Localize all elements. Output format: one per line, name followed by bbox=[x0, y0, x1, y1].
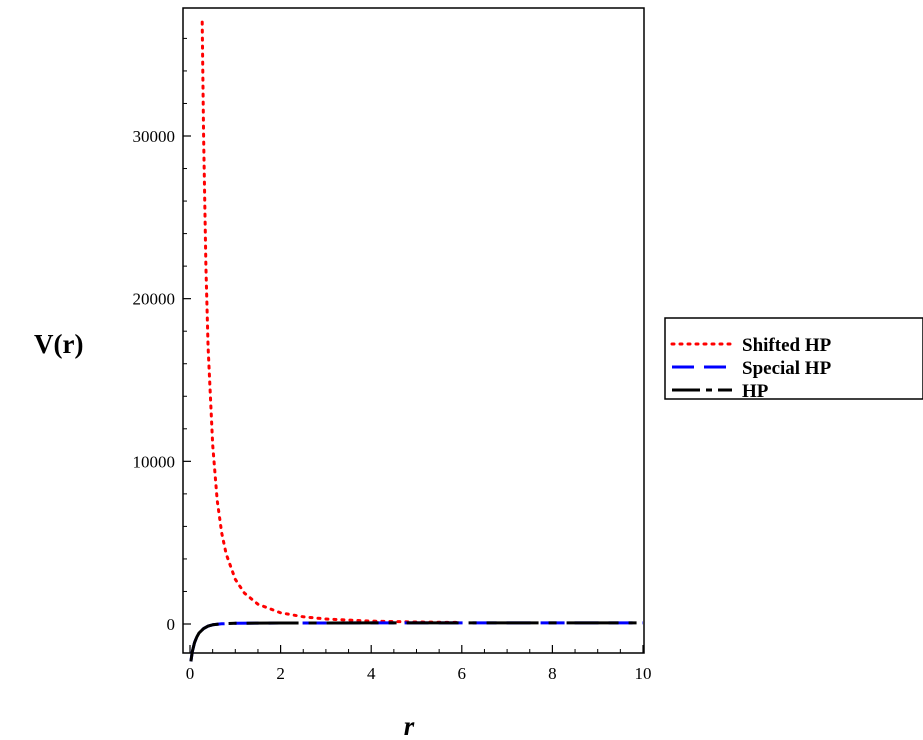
y-tick-label: 30000 bbox=[133, 127, 176, 146]
series-lines bbox=[189, 20, 643, 662]
series-line-shifted-hp bbox=[200, 20, 464, 624]
series-line-hp bbox=[189, 621, 643, 662]
y-axis-ticks: 0 10000 20000 30000 bbox=[133, 37, 191, 634]
x-tick-label: 4 bbox=[367, 664, 376, 683]
plot-frame bbox=[182, 7, 645, 654]
legend: Shifted HP Special HP HP bbox=[664, 317, 923, 402]
x-tick-label: 6 bbox=[458, 664, 467, 683]
y-tick-label: 20000 bbox=[133, 290, 176, 309]
y-axis-label: V(r) bbox=[34, 329, 83, 359]
y-tick-label: 10000 bbox=[133, 452, 176, 471]
legend-label-hp: HP bbox=[742, 381, 769, 402]
legend-box bbox=[664, 317, 923, 400]
x-tick-label: 2 bbox=[276, 664, 285, 683]
x-tick-label: 10 bbox=[635, 664, 652, 683]
x-axis-label: r bbox=[404, 711, 415, 740]
series-line-special-hp bbox=[189, 621, 643, 662]
x-tick-label: 8 bbox=[548, 664, 557, 683]
x-axis-ticks: 0 2 4 6 8 10 bbox=[186, 645, 652, 683]
y-tick-label: 0 bbox=[167, 615, 176, 634]
legend-label-shifted-hp: Shifted HP bbox=[742, 335, 832, 356]
x-tick-label: 0 bbox=[186, 664, 195, 683]
legend-label-special-hp: Special HP bbox=[742, 358, 832, 379]
